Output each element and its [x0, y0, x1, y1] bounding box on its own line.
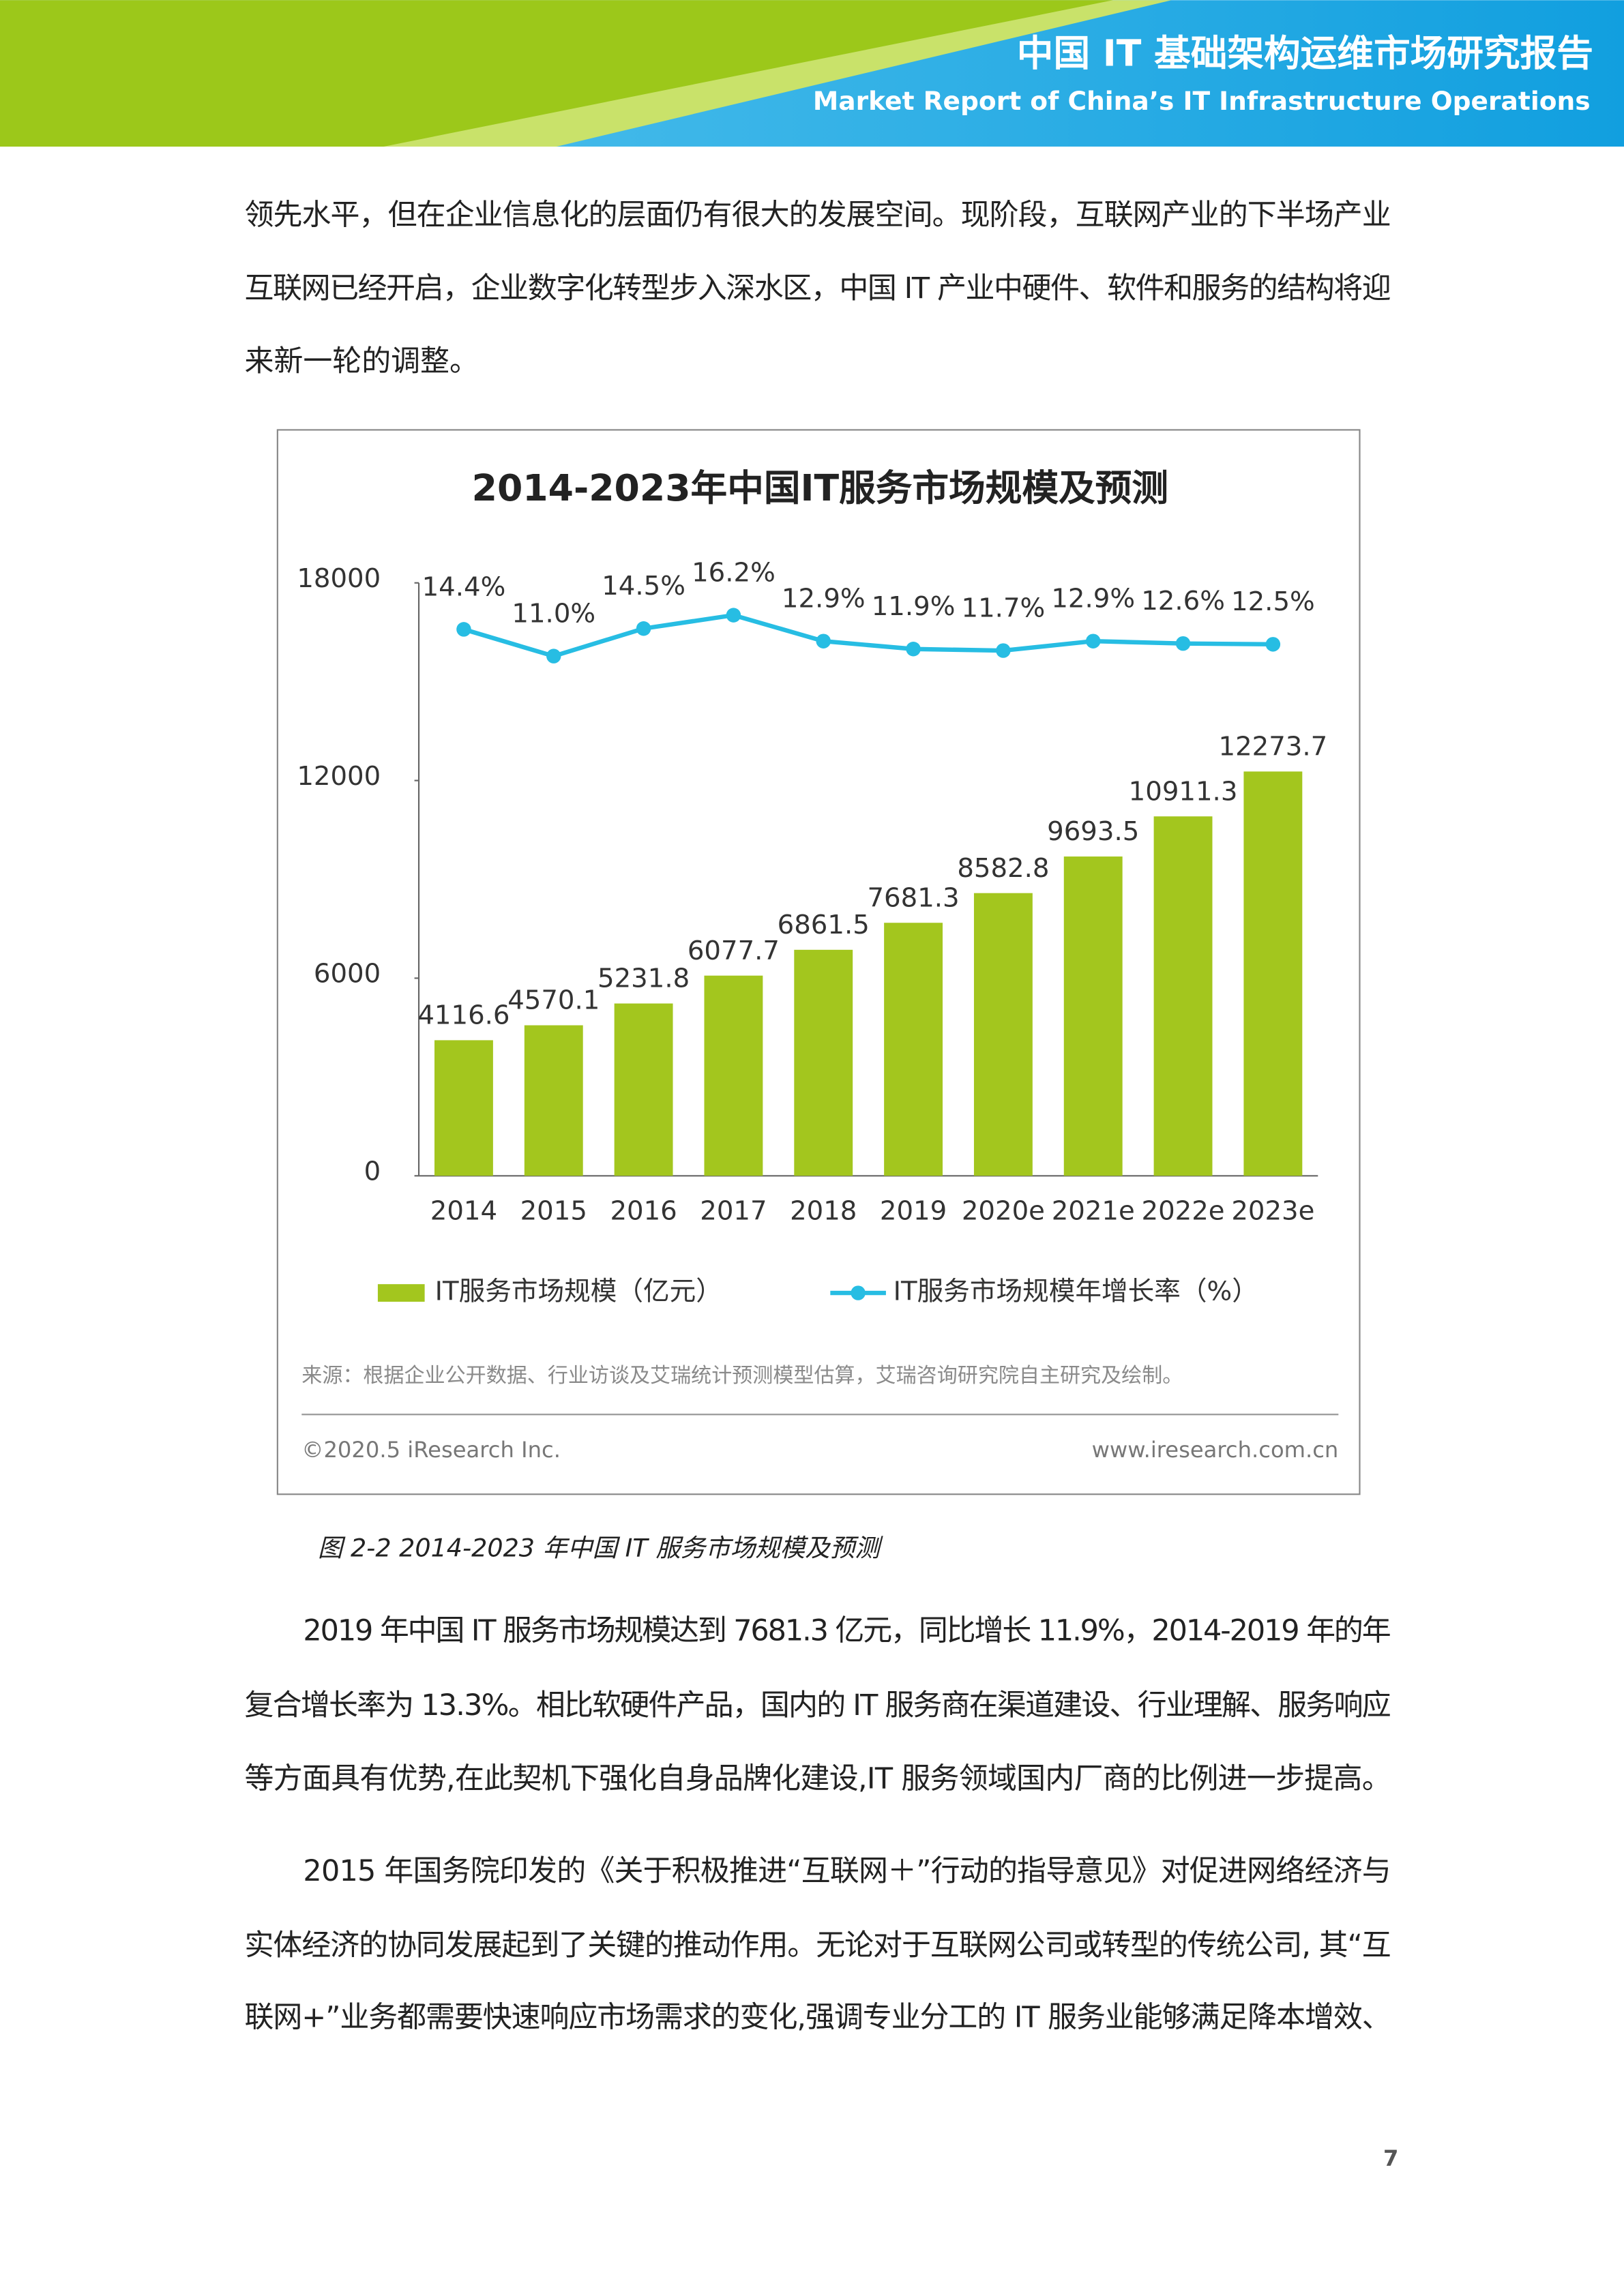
bar-value-label: 12273.7: [1219, 732, 1328, 762]
x-tick-label: 2017: [700, 1195, 767, 1226]
paragraph-line: 2015 年国务院印发的《关于积极推进“互联网＋”行动的指导意见》对促进网络经济…: [303, 1854, 1391, 1888]
paragraph-line: 领先水平，但在企业信息化的层面仍有很大的发展空间。现阶段，互联网产业的下半场产业: [245, 198, 1391, 233]
bar: [1153, 816, 1213, 1176]
x-tick-label: 2020e: [962, 1195, 1045, 1226]
x-tick-label: 2015: [520, 1195, 587, 1226]
website: www.iresearch.com.cn: [1092, 1437, 1339, 1463]
bar-value-label: 10911.3: [1129, 776, 1238, 807]
bar: [524, 1025, 583, 1176]
bar: [973, 893, 1033, 1176]
growth-label: 11.9%: [872, 591, 956, 622]
bar-value-label: 8582.8: [957, 853, 1049, 884]
growth-label: 11.0%: [512, 599, 595, 629]
legend-swatch: [377, 1284, 425, 1302]
bar: [614, 1003, 673, 1176]
chart-frame: [276, 429, 1361, 1495]
paragraph-line: 互联网已经开启，企业数字化转型步入深水区，中国 IT 产业中硬件、软件和服务的结…: [245, 271, 1391, 305]
y-tick-label: 0: [364, 1156, 381, 1187]
growth-point: [636, 621, 651, 636]
header-green: [0, 0, 1113, 147]
x-tick-label: 2023e: [1231, 1195, 1314, 1226]
chart-source: 来源：根据企业公开数据、行业访谈及艾瑞统计预测模型估算，艾瑞咨询研究院自主研究及…: [301, 1364, 1183, 1388]
legend-label: IT服务市场规模（亿元）: [435, 1277, 722, 1307]
growth-point: [996, 643, 1011, 658]
legend-label: IT服务市场规模年增长率（%）: [894, 1277, 1258, 1307]
bar: [794, 949, 853, 1176]
x-tick-label: 2021e: [1052, 1195, 1135, 1226]
y-tick-label: 18000: [297, 563, 381, 594]
growth-point: [816, 633, 831, 648]
paragraph-line: 来新一轮的调整。: [245, 344, 479, 378]
bar: [434, 1040, 493, 1176]
y-tick-label: 6000: [314, 959, 381, 989]
legend-swatch-dot: [851, 1285, 866, 1300]
bar-value-label: 6077.7: [688, 936, 780, 966]
growth-label: 14.5%: [602, 571, 685, 601]
bar: [704, 975, 763, 1176]
growth-point: [1175, 636, 1191, 651]
x-tick-label: 2022e: [1142, 1195, 1225, 1226]
page-number: 7: [1383, 2145, 1398, 2171]
growth-point: [726, 608, 741, 623]
paragraph-line: 实体经济的协同发展起到了关键的推动作用。无论对于互联网公司或转型的传统公司, 其…: [245, 1928, 1391, 1963]
x-tick-label: 2018: [790, 1195, 857, 1226]
paragraph-line: 联网+”业务都需要快速响应市场需求的变化,强调专业分工的 IT 服务业能够满足降…: [245, 2000, 1391, 2034]
bar: [1243, 771, 1303, 1176]
header-subtitle: Market Report of China’s IT Infrastructu…: [813, 86, 1591, 116]
growth-point: [1085, 633, 1101, 648]
growth-line: [463, 612, 1273, 659]
bar-value-label: 6861.5: [778, 910, 870, 940]
header-title: 中国 IT 基础架构运维市场研究报告: [1017, 31, 1593, 74]
growth-label: 11.7%: [962, 593, 1046, 623]
figure-caption: 图 2-2 2014-2023 年中国 IT 服务市场规模及预测: [318, 1533, 883, 1562]
paragraph-line: 2019 年中国 IT 服务市场规模达到 7681.3 亿元，同比增长 11.9…: [303, 1614, 1391, 1648]
growth-point: [1265, 637, 1281, 652]
growth-point: [906, 642, 921, 657]
bar-value-label: 7681.3: [867, 882, 959, 913]
paragraph-line: 复合增长率为 13.3%。相比软硬件产品，国内的 IT 服务商在渠道建设、行业理…: [245, 1688, 1391, 1723]
y-tick-label: 12000: [297, 761, 381, 792]
growth-label: 12.9%: [1051, 584, 1135, 614]
bar-value-label: 9693.5: [1047, 816, 1139, 847]
bar: [1063, 856, 1123, 1176]
growth-point: [456, 622, 471, 637]
copyright: ©2020.5 iResearch Inc.: [301, 1437, 561, 1463]
bar-value-label: 4116.6: [417, 1000, 510, 1031]
bar: [884, 923, 943, 1176]
growth-label: 12.9%: [782, 584, 866, 614]
x-tick-label: 2014: [430, 1195, 497, 1226]
x-tick-label: 2019: [880, 1195, 947, 1226]
bar-value-label: 4570.1: [507, 985, 600, 1016]
growth-label: 16.2%: [692, 557, 776, 588]
paragraph-line: 等方面具有优势,在此契机下强化自身品牌化建设,IT 服务领域国内厂商的比例进一步…: [245, 1761, 1391, 1795]
chart-title: 2014-2023年中国IT服务市场规模及预测: [472, 466, 1168, 509]
growth-label: 12.6%: [1141, 586, 1225, 616]
growth-label: 14.4%: [422, 571, 506, 602]
growth-point: [546, 648, 561, 664]
x-tick-label: 2016: [610, 1195, 677, 1226]
growth-label: 12.5%: [1231, 586, 1315, 617]
bar-value-label: 5231.8: [597, 964, 690, 994]
